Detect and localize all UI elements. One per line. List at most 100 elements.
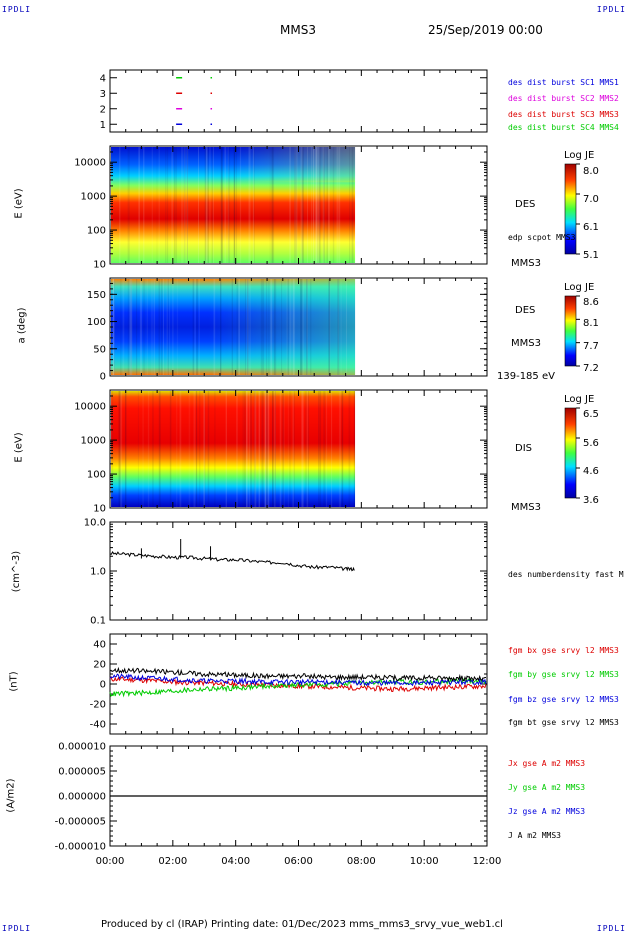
spectrogram-streak [203, 391, 205, 507]
xaxis-tick-label: 04:00 [221, 856, 250, 867]
spectrogram-streak [204, 147, 207, 263]
spectrogram-streak [264, 391, 267, 507]
spectrogram-streak [315, 147, 317, 263]
spectrogram-streak [221, 147, 224, 263]
spectrogram-streak [264, 391, 267, 507]
spectrogram-streak [295, 147, 297, 263]
spectrogram-streak [265, 391, 268, 507]
spectrogram-streak [267, 391, 270, 507]
spectrogram-streak [111, 391, 113, 507]
spectrogram-streak [220, 279, 222, 375]
spectrogram-streak [172, 279, 174, 375]
burst-ytick-label: 4 [100, 73, 106, 84]
spectrogram-streak [146, 279, 148, 375]
fgm-line [109, 673, 487, 687]
label-des-pitch: DES [515, 305, 536, 316]
spectrogram-streak [181, 147, 183, 263]
legend-fgm-by: fgm by gse srvy l2 MMS3 [508, 670, 619, 679]
xaxis-tick-label: 02:00 [158, 856, 187, 867]
spectrogram-streak [259, 391, 260, 507]
legend-fgm-bx: fgm bx gse srvy l2 MMS3 [508, 646, 619, 655]
spectrogram-streak [187, 147, 188, 263]
spectrogram-streak [287, 391, 289, 507]
spectrogram-streak [328, 279, 331, 375]
spectrogram-streak [211, 147, 213, 263]
spectrogram-streak [271, 147, 274, 263]
spectrogram-streak [193, 391, 196, 507]
spectrogram-streak [332, 147, 335, 263]
spectrogram-streak [224, 147, 227, 263]
spectrogram-streak [194, 279, 196, 375]
current-ytick-label: -0.000010 [55, 842, 106, 853]
spectrogram-streak [337, 279, 340, 375]
dis-energy-ytick-label: 10000 [74, 402, 106, 413]
spectrogram-streak [282, 391, 285, 507]
spectrogram-streak [204, 391, 206, 507]
spectrogram-streak [130, 279, 131, 375]
spectrogram-streak [351, 147, 354, 263]
spectrogram-streak [236, 391, 238, 507]
spectrogram-streak [227, 147, 230, 263]
spectrogram-streak [252, 147, 255, 263]
spectrogram-streak [150, 279, 153, 375]
spectrogram-streak [236, 279, 239, 375]
spectrogram-streak [183, 147, 186, 263]
spectrogram-streak [258, 391, 260, 507]
fgm-ytick-label: 40 [93, 640, 106, 651]
spectrogram-streak [307, 391, 310, 507]
current-ytick-label: 0.000000 [58, 792, 106, 803]
spectrogram-streak [198, 279, 200, 375]
spectrogram-streak [338, 391, 342, 507]
spectrogram-streak [167, 279, 170, 375]
spectrogram-streak [176, 391, 178, 507]
xaxis-tick-label: 12:00 [473, 856, 502, 867]
spectrogram-streak [125, 391, 126, 507]
spectrogram-streak [138, 147, 140, 263]
cbar3-tick-1: 5.6 [583, 438, 599, 449]
xaxis-tick-label: 10:00 [410, 856, 439, 867]
spectrogram-streak [294, 147, 296, 263]
spectrogram-streak [316, 147, 318, 263]
spectrogram-streak [306, 147, 308, 263]
colorbar-title-des-energy: Log JE [564, 150, 595, 161]
spectrogram-streak [158, 147, 161, 263]
spectrogram-streak [268, 279, 270, 375]
fgm-ytick-label: -20 [90, 700, 106, 711]
cbar2-tick-3: 7.2 [583, 363, 599, 374]
ylabel-fgm: (nT) [8, 671, 20, 692]
fgm-ytick-label: 20 [93, 660, 106, 671]
spectrogram-streak [305, 391, 307, 507]
spectrogram-streak [315, 147, 318, 263]
cbar2-tick-1: 8.1 [583, 318, 599, 329]
spectrogram-streak [151, 147, 153, 263]
spectrogram-streak [206, 147, 208, 263]
spectrogram-streak [127, 147, 130, 263]
spectrogram-streak [336, 147, 339, 263]
spectrogram-streak [292, 391, 294, 507]
des-pitch-overlay [111, 279, 356, 375]
des-pitch-ytick-label: 0 [100, 372, 106, 383]
des-energy-ytick-label: 100 [87, 226, 106, 237]
cbar3-tick-3: 3.6 [583, 495, 599, 506]
density-line [109, 551, 355, 572]
burst-ytick-label: 3 [100, 89, 106, 100]
spectrogram-streak [329, 279, 331, 375]
spectrogram-streak [129, 279, 131, 375]
spectrogram-streak [220, 279, 221, 375]
label-mms3-des-energy: MMS3 [511, 258, 541, 269]
spectrogram-streak [143, 279, 145, 375]
des-energy-ytick-label: 10 [93, 260, 106, 271]
spectrogram-streak [209, 147, 211, 263]
legend-burst-sc4: des dist burst SC4 MMS4 [508, 123, 619, 132]
spectrogram-streak [310, 147, 313, 263]
spectrogram-streak [163, 279, 164, 375]
des-energy-ytick-label: 10000 [74, 158, 106, 169]
colorbar-title-dis-energy: Log JE [564, 394, 595, 405]
corner-label-top-left: IPDLI [2, 5, 32, 14]
spectrogram-streak [153, 279, 156, 375]
xaxis-tick-label: 06:00 [284, 856, 313, 867]
dis-energy-ytick-label: 100 [87, 470, 106, 481]
panel-burst-frame [109, 69, 488, 133]
spectrogram-streak [169, 391, 172, 507]
spectrogram-streak [244, 391, 246, 507]
